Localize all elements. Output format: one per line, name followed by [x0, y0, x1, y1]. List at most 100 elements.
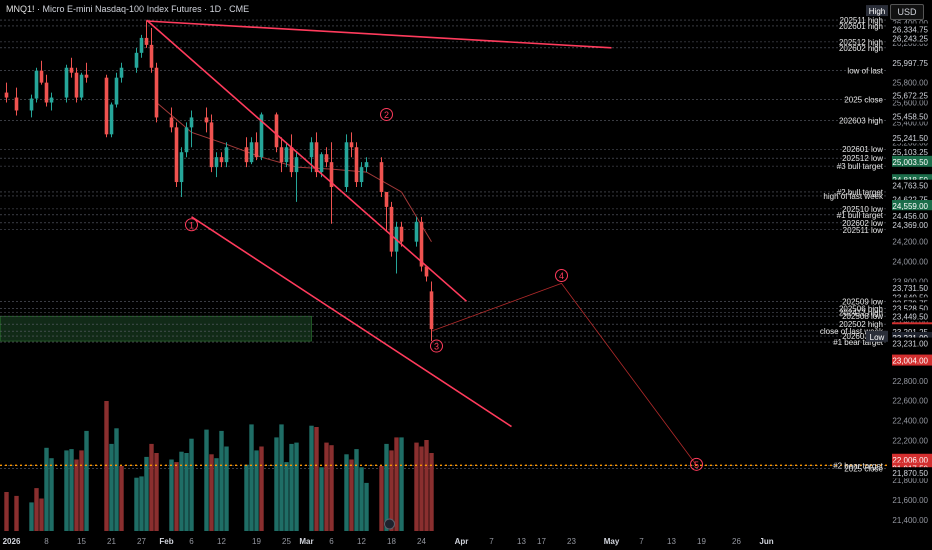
candle-body [14, 97, 19, 111]
price-tag[interactable]: 21,870.50 [892, 467, 932, 479]
price-tag[interactable]: 23,231.00 [892, 337, 932, 349]
candle[interactable] [224, 142, 229, 168]
candle[interactable] [79, 72, 84, 101]
candle[interactable] [39, 60, 44, 85]
candle[interactable] [359, 162, 364, 188]
trend-drawings[interactable] [0, 19, 888, 467]
candle[interactable] [174, 122, 179, 188]
candle[interactable] [244, 137, 249, 168]
candle[interactable] [289, 134, 294, 178]
x-tick-label: 18 [387, 537, 396, 546]
candle[interactable] [379, 157, 384, 197]
candle[interactable] [134, 47, 139, 73]
price-tag[interactable]: 25,997.75 [892, 56, 932, 68]
candle[interactable] [349, 132, 354, 158]
symbol-label[interactable]: MNQ1! [6, 4, 35, 14]
candle[interactable] [169, 107, 174, 133]
wave-label: 2 [380, 107, 393, 121]
price-tag[interactable]: Low [866, 330, 888, 342]
price-tag[interactable]: 24,763.50 [892, 179, 932, 191]
candle[interactable] [219, 152, 224, 168]
price-tag[interactable]: 23,528.50 [892, 302, 932, 314]
candle[interactable] [14, 87, 19, 116]
volume-bar [379, 466, 384, 531]
candle[interactable] [284, 142, 289, 168]
price-tag-bg [892, 155, 932, 167]
go-to-realtime-icon[interactable] [384, 518, 395, 530]
candle[interactable] [424, 266, 429, 282]
candle[interactable] [254, 132, 259, 161]
price-tag[interactable]: 23,004.00 [892, 354, 932, 366]
candle[interactable] [69, 57, 74, 78]
price-tag[interactable]: 25,003.50 [892, 155, 932, 167]
candle[interactable] [74, 67, 79, 103]
price-tag[interactable]: 24,456.00 [892, 210, 932, 222]
candle[interactable] [389, 201, 394, 257]
candle-body [429, 291, 434, 330]
candle[interactable] [179, 147, 184, 197]
volume-bar [419, 446, 424, 531]
candle-body [189, 117, 194, 128]
candle[interactable] [214, 152, 219, 178]
candle[interactable] [399, 221, 404, 247]
candle[interactable] [309, 137, 314, 173]
candle[interactable] [104, 74, 109, 138]
channel-line[interactable] [191, 216, 512, 428]
candle[interactable] [294, 152, 299, 202]
price-tag-bg [892, 337, 932, 349]
price-tag[interactable]: 25,458.50 [892, 110, 932, 122]
candle[interactable] [34, 67, 39, 103]
candle[interactable] [29, 94, 34, 118]
currency-button[interactable]: USD [890, 4, 924, 20]
price-tag[interactable]: High [866, 5, 888, 17]
price-tag[interactable]: 25,241.50 [892, 132, 932, 144]
level-label: 202510 low [842, 205, 883, 214]
price-tag[interactable]: 26,334.75 [892, 23, 932, 34]
candle[interactable] [364, 157, 369, 173]
candle[interactable] [154, 62, 159, 123]
candle[interactable] [64, 64, 69, 103]
price-tag[interactable]: 26,243.25 [892, 32, 932, 44]
candle[interactable] [274, 112, 279, 153]
candle[interactable] [429, 281, 434, 342]
candle[interactable] [189, 110, 194, 148]
candle[interactable] [354, 142, 359, 188]
candle[interactable] [414, 216, 419, 247]
price-tag[interactable]: 24,559.00 [892, 199, 932, 211]
candle[interactable] [324, 147, 329, 168]
candle[interactable] [109, 102, 114, 138]
price-tag[interactable]: 23,449.50 [892, 310, 932, 322]
candle[interactable] [4, 82, 9, 103]
candle[interactable] [344, 134, 349, 192]
candle[interactable] [184, 122, 189, 158]
volume-bar [204, 429, 209, 531]
candle[interactable] [144, 21, 149, 48]
candle[interactable] [149, 27, 154, 73]
candle-body [149, 44, 154, 68]
candle[interactable] [249, 137, 254, 165]
candle[interactable] [84, 62, 89, 83]
price-tag[interactable]: 23,731.50 [892, 282, 932, 294]
candle[interactable] [204, 107, 209, 133]
candle[interactable] [384, 191, 389, 232]
channel-line[interactable] [145, 19, 468, 302]
price-tag[interactable]: 25,103.25 [892, 145, 932, 157]
candle[interactable] [44, 74, 49, 107]
candle[interactable] [139, 34, 144, 58]
projection-path[interactable] [431, 282, 697, 466]
channel-line[interactable] [146, 20, 612, 49]
candle[interactable] [114, 72, 119, 108]
level-label: 202601 high [839, 22, 883, 31]
price-tag[interactable]: 22,006.00 [892, 453, 932, 465]
candle[interactable] [279, 137, 284, 173]
price-tag[interactable]: 24,369.00 [892, 218, 932, 230]
candle[interactable] [49, 92, 54, 111]
candlesticks[interactable] [4, 21, 434, 342]
candle[interactable] [119, 62, 124, 83]
price-tag[interactable]: 25,672.25 [892, 89, 932, 101]
price-axis[interactable]: 21,400.0021,600.0021,800.0022,000.0022,2… [866, 0, 932, 550]
candle[interactable] [209, 114, 214, 173]
time-axis[interactable]: 2026 8 15 21 27 Feb 6 12 19 25 Mar 6 12 18 24 Apr 7 13 17 2… [0, 518, 932, 550]
volume-bar [174, 462, 179, 531]
